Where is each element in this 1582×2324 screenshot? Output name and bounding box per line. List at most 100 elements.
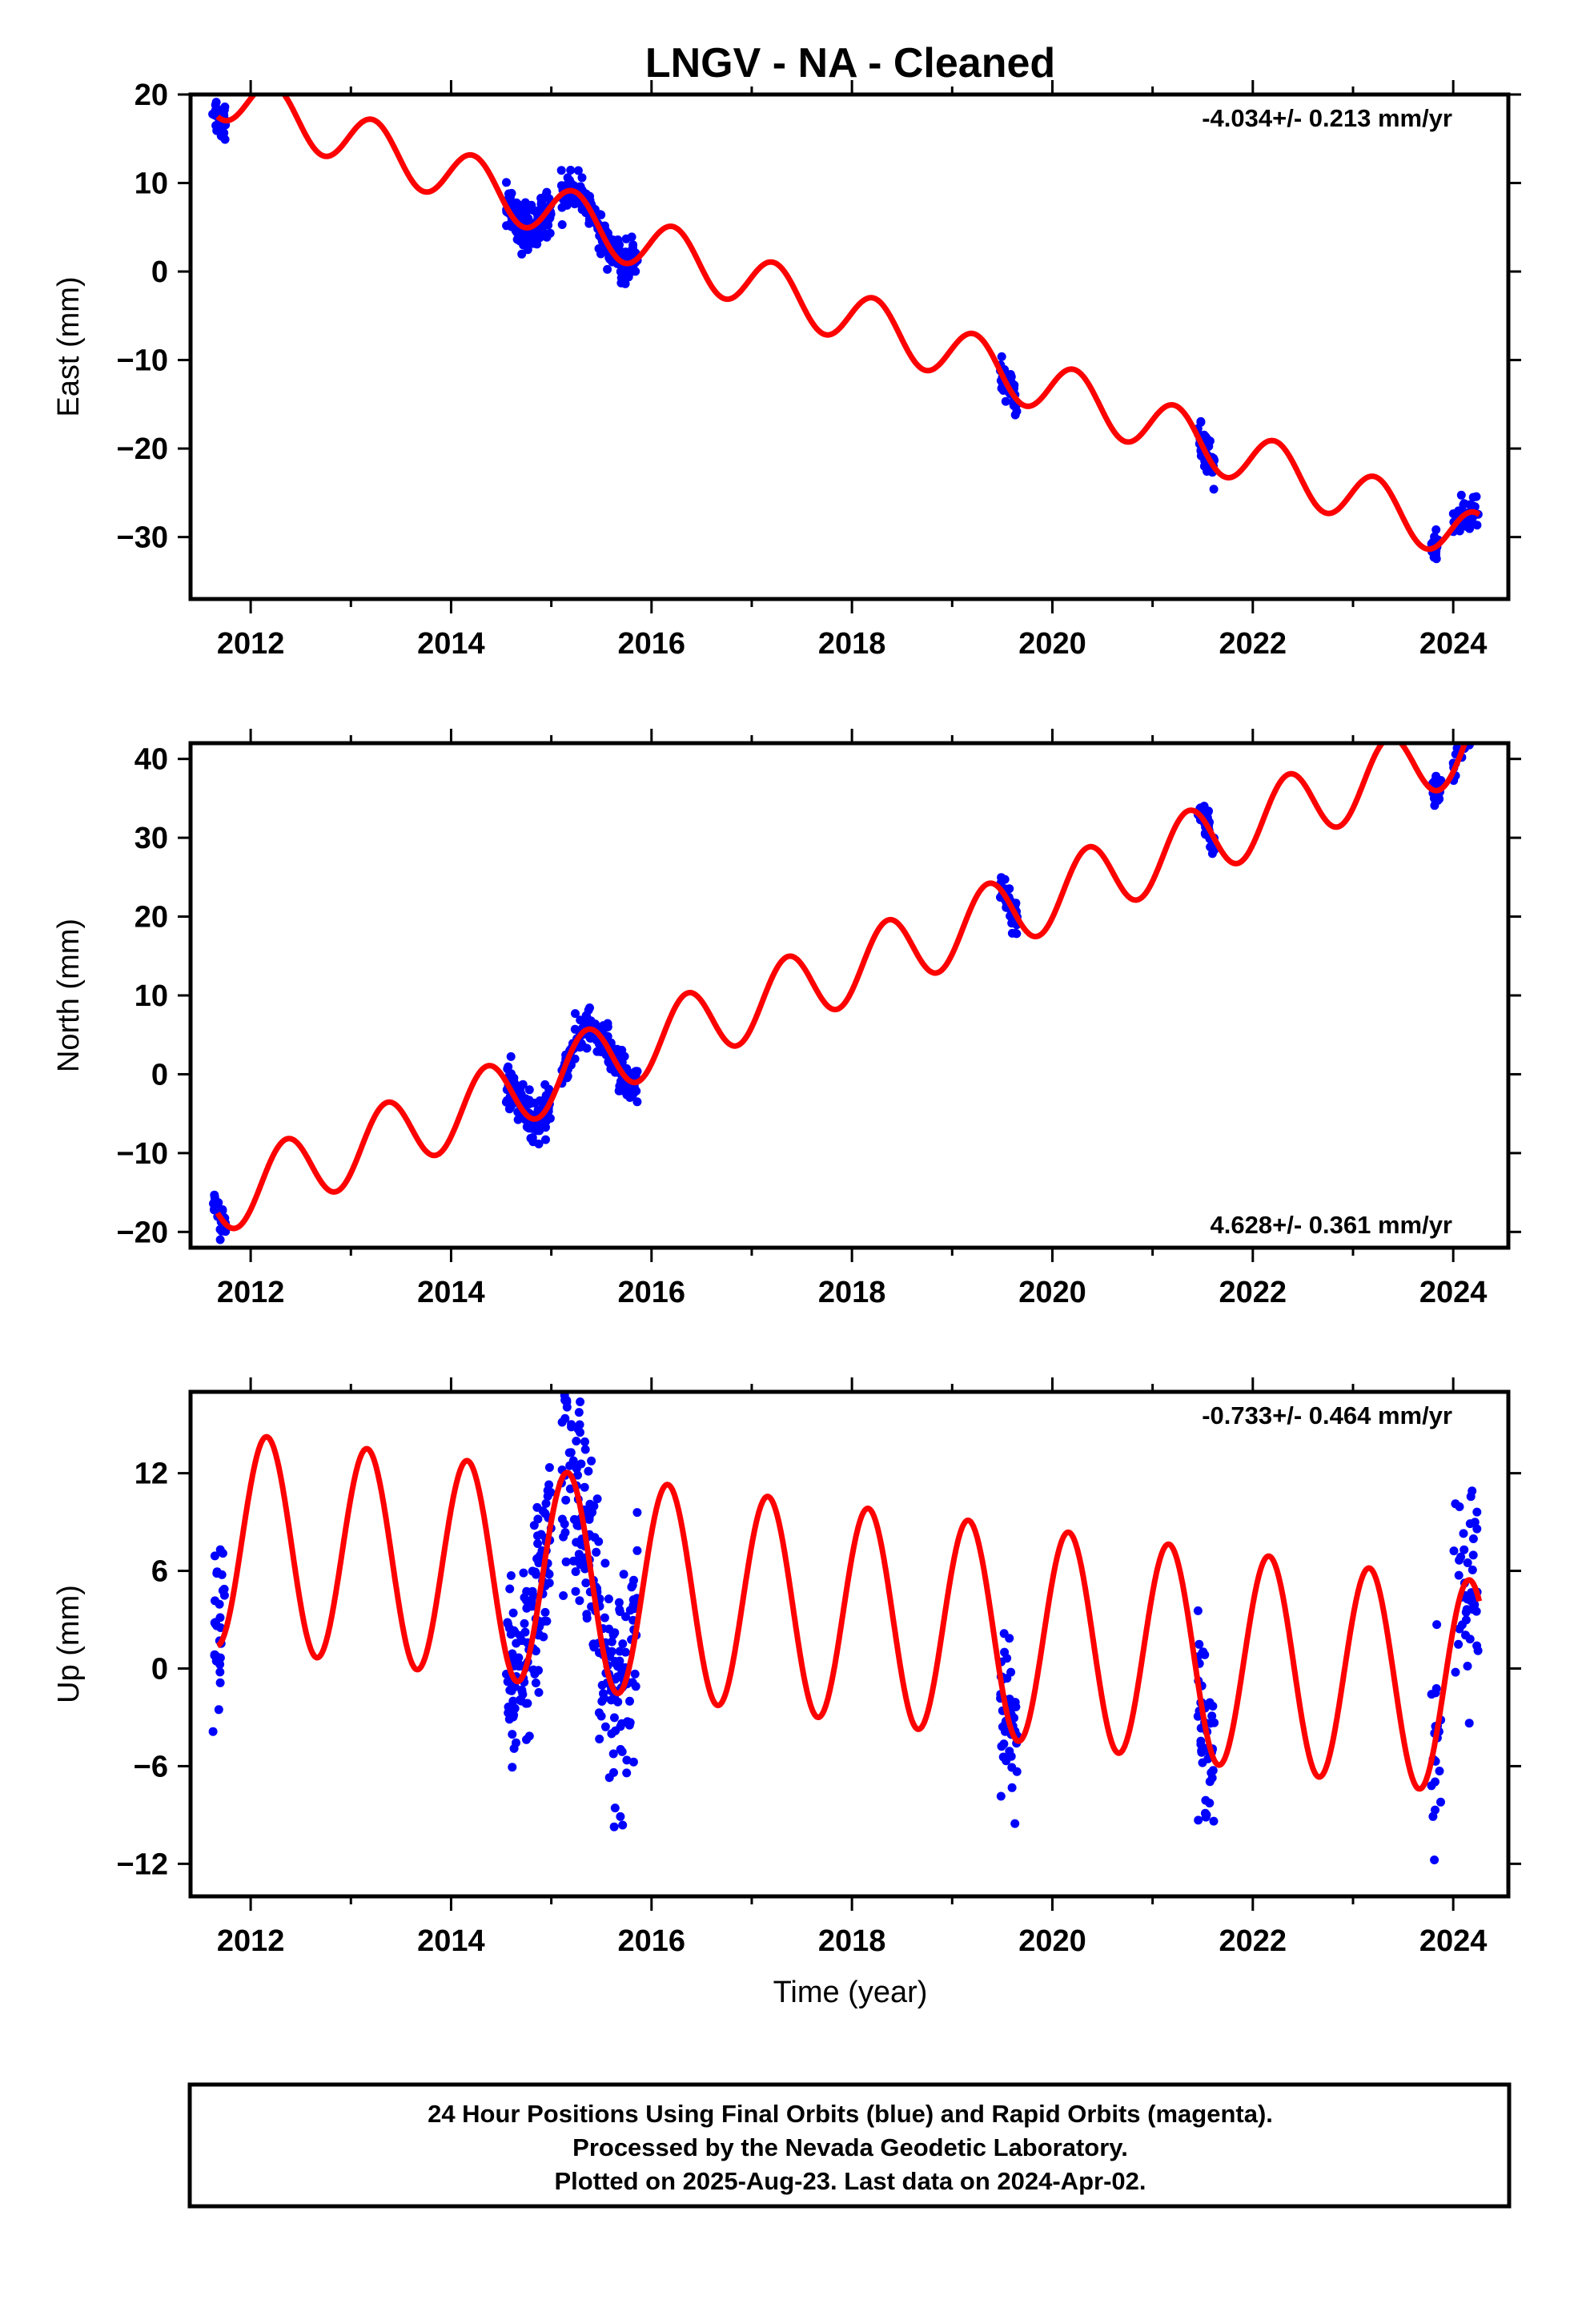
- observation-point: [1472, 1524, 1482, 1534]
- observation-point: [1472, 712, 1481, 721]
- observation-point: [219, 105, 229, 115]
- velocity-annotation: 4.628+/- 0.361 mm/yr: [1211, 1211, 1452, 1239]
- x-tick-label: 2014: [417, 627, 485, 661]
- observations: [208, 1392, 1483, 1864]
- observation-point: [573, 199, 583, 208]
- observation-point: [556, 166, 566, 175]
- observation-point: [1469, 718, 1478, 727]
- x-tick-label: 2016: [618, 1276, 686, 1309]
- observation-point: [1207, 1711, 1217, 1721]
- observation-point: [632, 1546, 642, 1555]
- observation-point: [566, 166, 576, 175]
- observation-point: [1209, 485, 1219, 494]
- observation-point: [1002, 1756, 1011, 1766]
- observation-point: [215, 1545, 225, 1554]
- observation-point: [1432, 1620, 1442, 1630]
- model-curve: [215, 1433, 1483, 1792]
- observation-point: [595, 1735, 604, 1743]
- observation-point: [521, 1699, 531, 1708]
- observation-point: [215, 1235, 225, 1244]
- observation-point: [622, 1090, 632, 1100]
- observation-point: [560, 198, 570, 207]
- observation-point: [209, 1199, 218, 1208]
- observation-point: [536, 1530, 546, 1539]
- observation-point: [528, 239, 538, 248]
- x-tick-label: 2020: [1018, 1276, 1086, 1309]
- observation-point: [584, 1015, 594, 1025]
- observation-point: [615, 1607, 624, 1616]
- observation-point: [585, 1033, 595, 1043]
- observation-point: [584, 1514, 594, 1524]
- observation-point: [513, 1115, 523, 1124]
- observation-point: [530, 1669, 540, 1679]
- observation-point: [215, 1599, 224, 1609]
- observation-point: [542, 232, 552, 242]
- observation-point: [533, 1539, 543, 1548]
- observation-point: [621, 234, 631, 243]
- y-tick-label: 30: [135, 822, 168, 855]
- observation-point: [1005, 884, 1014, 894]
- observation-point: [1207, 849, 1217, 858]
- observation-point: [1195, 1639, 1204, 1649]
- observation-point: [532, 207, 541, 217]
- observation-point: [568, 1456, 578, 1466]
- observation-point: [1468, 709, 1477, 718]
- y-tick-label: −10: [117, 344, 168, 378]
- observation-point: [619, 1570, 628, 1579]
- observation-point: [220, 135, 230, 144]
- observation-point: [614, 1659, 624, 1668]
- observation-point: [1207, 1773, 1217, 1783]
- observation-point: [518, 1690, 528, 1699]
- observation-point: [544, 1463, 554, 1472]
- observation-point: [506, 1630, 516, 1639]
- observation-point: [1006, 370, 1015, 379]
- observation-point: [1005, 1634, 1014, 1643]
- observation-point: [584, 1466, 593, 1476]
- observation-point: [1429, 794, 1439, 803]
- observation-point: [561, 1495, 571, 1505]
- observation-point: [576, 1540, 586, 1550]
- observation-point: [1205, 1799, 1215, 1807]
- observation-point: [532, 1126, 542, 1136]
- observation-point: [219, 1590, 229, 1600]
- observation-point: [1196, 1739, 1206, 1749]
- observation-point: [1470, 1518, 1480, 1527]
- observation-point: [604, 1594, 613, 1604]
- observation-point: [580, 1482, 589, 1492]
- panel-2: 2012 2014 2016 2018 2020 2022 2024 40 30 20 10 0 −10…: [52, 709, 1521, 1309]
- x-tick-label: 2024: [1419, 1924, 1488, 1958]
- observation-point: [215, 1678, 225, 1687]
- observation-point: [582, 1614, 592, 1623]
- observation-point: [1468, 1603, 1477, 1613]
- panel-1: 2012 2014 2016 2018 2020 2022 2024 20 10 0 −10 −20 −…: [52, 78, 1521, 661]
- observation-point: [1472, 714, 1481, 723]
- observation-point: [509, 1073, 519, 1083]
- observation-point: [608, 1749, 618, 1759]
- observation-point: [1460, 499, 1469, 509]
- observation-point: [1460, 1545, 1469, 1554]
- observation-point: [573, 1470, 582, 1480]
- observation-point: [1461, 726, 1470, 735]
- footer-frame: [187, 2082, 1512, 2209]
- observation-point: [564, 1448, 574, 1458]
- observation-point: [609, 1822, 619, 1831]
- observation-point: [1193, 1606, 1203, 1615]
- observation-point: [1449, 1546, 1459, 1556]
- observation-point: [1459, 1529, 1468, 1538]
- observation-point: [507, 1686, 516, 1695]
- observation-point: [608, 257, 617, 267]
- observation-point: [217, 1570, 227, 1579]
- y-tick-label: −10: [117, 1137, 168, 1171]
- observation-point: [575, 1596, 584, 1606]
- x-tick-label: 2020: [1018, 627, 1086, 661]
- observation-point: [576, 1397, 585, 1406]
- y-tick-label: 20: [135, 78, 168, 112]
- observation-point: [996, 1791, 1006, 1801]
- observation-point: [1431, 525, 1441, 534]
- observation-point: [529, 1521, 539, 1530]
- observation-point: [1435, 1767, 1444, 1775]
- observation-point: [609, 1713, 619, 1723]
- observation-point: [517, 249, 527, 259]
- observation-point: [1208, 1702, 1218, 1711]
